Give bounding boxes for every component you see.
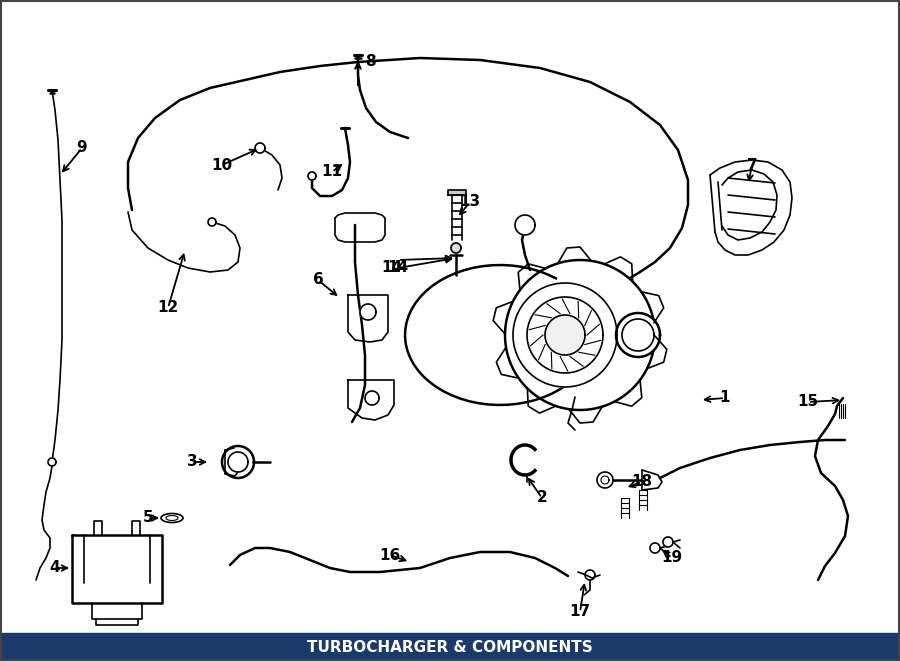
Polygon shape	[72, 535, 162, 603]
Polygon shape	[642, 470, 662, 490]
Text: 12: 12	[158, 301, 178, 315]
Circle shape	[222, 446, 254, 478]
Circle shape	[616, 313, 660, 357]
Text: 19: 19	[662, 551, 682, 566]
Circle shape	[451, 243, 461, 253]
Polygon shape	[335, 213, 385, 242]
Circle shape	[360, 304, 376, 320]
Text: 6: 6	[312, 272, 323, 288]
Text: 2: 2	[536, 490, 547, 506]
Circle shape	[513, 283, 617, 387]
Circle shape	[585, 570, 595, 580]
Circle shape	[650, 543, 660, 553]
Circle shape	[208, 218, 216, 226]
Text: 3: 3	[186, 455, 197, 469]
Text: 1: 1	[720, 391, 730, 405]
Text: 18: 18	[632, 475, 652, 490]
Text: TURBOCHARGER & COMPONENTS: TURBOCHARGER & COMPONENTS	[307, 639, 593, 654]
Ellipse shape	[166, 516, 178, 520]
Text: 5: 5	[143, 510, 153, 525]
Polygon shape	[348, 380, 394, 420]
Circle shape	[545, 315, 585, 355]
Text: 10: 10	[212, 157, 232, 173]
Circle shape	[601, 476, 609, 484]
Ellipse shape	[161, 514, 183, 522]
Text: 14: 14	[382, 260, 402, 276]
Text: 17: 17	[570, 605, 590, 619]
Text: 8: 8	[364, 54, 375, 69]
Polygon shape	[348, 295, 388, 342]
Polygon shape	[448, 190, 466, 195]
Circle shape	[663, 537, 673, 547]
Bar	[0, 633, 900, 661]
Text: 9: 9	[76, 141, 87, 155]
Circle shape	[48, 458, 56, 466]
Text: 7: 7	[747, 157, 757, 173]
Text: 15: 15	[797, 395, 819, 410]
Circle shape	[515, 215, 535, 235]
Text: 16: 16	[380, 547, 400, 563]
Polygon shape	[505, 260, 655, 410]
Circle shape	[308, 172, 316, 180]
Text: 11: 11	[321, 165, 343, 180]
Polygon shape	[405, 265, 595, 405]
Circle shape	[622, 319, 654, 351]
Text: 4: 4	[50, 561, 60, 576]
Circle shape	[255, 143, 265, 153]
Circle shape	[365, 391, 379, 405]
Circle shape	[228, 452, 248, 472]
Text: 13: 13	[459, 194, 481, 210]
Circle shape	[597, 472, 613, 488]
Text: 14: 14	[387, 260, 409, 276]
